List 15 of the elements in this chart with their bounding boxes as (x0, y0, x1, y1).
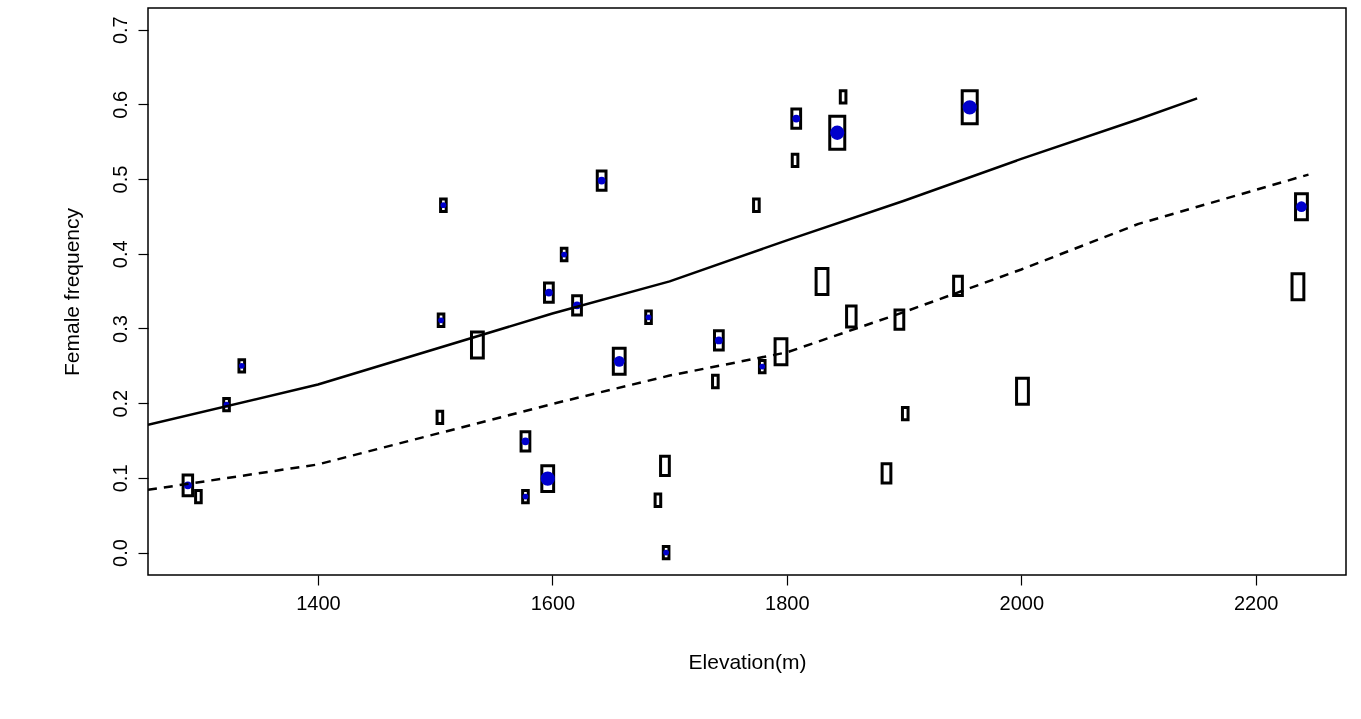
y-tick-label: 0.0 (108, 539, 131, 567)
x-tick-label: 1800 (765, 591, 810, 614)
y-tick-label: 0.6 (108, 90, 131, 119)
y-tick-label: 0.1 (108, 464, 131, 493)
y-tick-label: 0.3 (108, 315, 131, 343)
y-axis-title: Female frequency (59, 207, 83, 377)
x-tick-label: 1600 (530, 591, 576, 614)
x-tick-label: 1400 (296, 591, 341, 614)
y-tick-label: 0.2 (108, 389, 131, 418)
x-tick-label: 2000 (999, 591, 1045, 614)
y-tick-label: 0.7 (108, 16, 131, 45)
y-tick-label: 0.4 (108, 240, 131, 269)
x-axis-title: Elevation(m) (688, 649, 807, 673)
y-tick-label: 0.5 (108, 165, 131, 194)
x-tick-label: 2200 (1233, 591, 1279, 614)
